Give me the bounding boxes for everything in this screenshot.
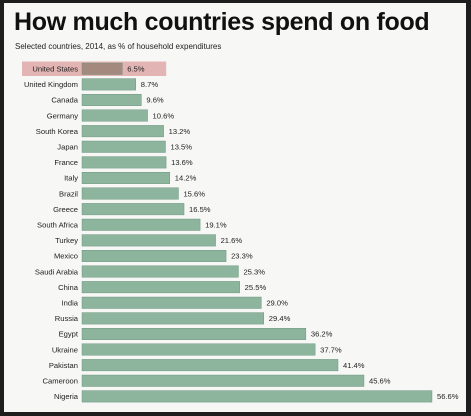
value-label-egypt: 36.2%: [311, 330, 333, 339]
category-label-south-africa: South Africa: [37, 220, 79, 229]
value-label-south-korea: 13.2%: [169, 127, 191, 136]
bar-south-africa: [81, 218, 201, 231]
category-label-cameroon: Cameroon: [43, 376, 78, 385]
bar-brazil: [81, 187, 179, 200]
value-label-cameroon: 45.6%: [369, 376, 391, 385]
category-label-ukraine: Ukraine: [52, 345, 78, 354]
bar-turkey: [81, 234, 216, 247]
value-label-russia: 29.4%: [269, 314, 291, 323]
value-label-france: 13.6%: [171, 158, 193, 167]
category-label-china: China: [58, 283, 79, 292]
value-label-united-kingdom: 8.7%: [141, 80, 159, 89]
bar-greece: [81, 203, 185, 216]
category-label-saudi-arabia: Saudi Arabia: [35, 267, 79, 276]
bar-united-states: [81, 62, 123, 75]
bar-germany: [81, 109, 148, 122]
value-label-pakistan: 41.4%: [343, 361, 365, 370]
category-label-italy: Italy: [64, 174, 78, 183]
bar-nigeria: [81, 390, 433, 403]
category-label-nigeria: Nigeria: [54, 392, 79, 401]
value-label-japan: 13.5%: [170, 142, 192, 151]
value-label-south-africa: 19.1%: [205, 220, 227, 229]
bar-china: [81, 281, 240, 294]
category-label-japan: Japan: [57, 142, 78, 151]
category-label-pakistan: Pakistan: [49, 361, 78, 370]
value-label-nigeria: 56.6%: [437, 392, 459, 401]
value-label-italy: 14.2%: [175, 174, 197, 183]
category-label-mexico: Mexico: [54, 252, 78, 261]
category-label-germany: Germany: [47, 111, 78, 120]
bar-india: [81, 296, 262, 309]
bar-egypt: [81, 328, 307, 340]
value-label-ukraine: 37.7%: [320, 345, 342, 354]
bar-south-korea: [81, 125, 164, 138]
bar-mexico: [81, 249, 227, 262]
category-label-russia: Russia: [55, 314, 79, 323]
value-label-saudi-arabia: 25.3%: [243, 267, 265, 276]
value-label-greece: 16.5%: [189, 205, 211, 214]
value-label-united-states: 6.5%: [127, 64, 145, 73]
bar-russia: [81, 312, 265, 325]
bar-italy: [81, 171, 171, 184]
category-label-turkey: Turkey: [55, 236, 78, 245]
bar-canada: [81, 93, 142, 106]
category-label-united-states: United States: [32, 64, 78, 73]
category-label-brazil: Brazil: [59, 189, 78, 198]
bar-france: [81, 156, 167, 169]
chart-subtitle: Selected countries, 2014, as % of househ…: [15, 42, 222, 51]
value-label-germany: 10.6%: [153, 111, 175, 120]
value-label-turkey: 21.6%: [221, 236, 243, 245]
bar-chart: United States 6.5% United Kingdom 8.7% Canad…: [22, 61, 459, 403]
category-label-india: India: [62, 298, 79, 307]
chart-title: How much countries spend on food: [14, 8, 430, 36]
value-label-india: 29.0%: [266, 298, 288, 307]
value-label-canada: 9.6%: [146, 96, 164, 105]
value-label-brazil: 15.6%: [183, 189, 205, 198]
category-label-south-korea: South Korea: [36, 127, 79, 136]
bar-pakistan: [81, 359, 339, 372]
bar-united-kingdom: [81, 78, 136, 91]
category-label-france: France: [54, 158, 78, 167]
bar-cameroon: [81, 374, 365, 387]
bar-ukraine: [81, 343, 316, 356]
category-label-canada: Canada: [51, 96, 78, 105]
value-label-china: 25.5%: [245, 283, 267, 292]
category-label-united-kingdom: United Kingdom: [24, 80, 78, 89]
value-label-mexico: 23.3%: [231, 252, 253, 261]
category-label-greece: Greece: [53, 205, 78, 214]
category-label-egypt: Egypt: [59, 330, 79, 339]
bar-saudi-arabia: [81, 265, 239, 278]
bar-japan: [81, 140, 166, 153]
chart-card: How much countries spend on food Selecte…: [4, 3, 466, 412]
